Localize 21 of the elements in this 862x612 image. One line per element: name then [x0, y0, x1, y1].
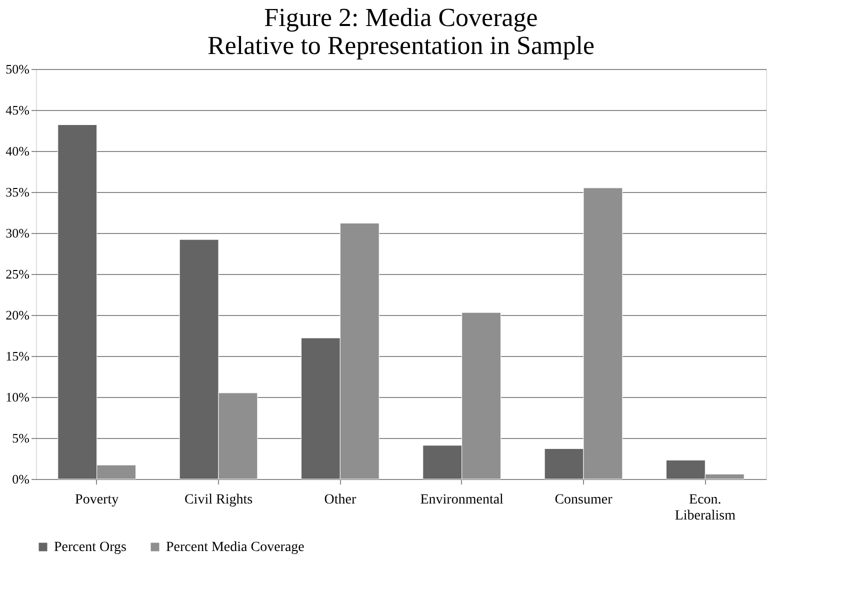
y-tick-label: 50%: [6, 62, 30, 76]
y-tick-label: 10%: [6, 390, 30, 404]
x-tick-label: Other: [324, 492, 356, 508]
x-tick-label: Consumer: [554, 492, 613, 508]
y-tick-label: 5%: [12, 430, 30, 446]
text: Figure 2: Media Coverage: [264, 3, 538, 32]
legend-label: Percent Orgs: [54, 540, 126, 555]
x-tick-label: Poverty: [75, 492, 119, 508]
y-tick-label: 40%: [6, 144, 30, 158]
y-tick-label: 15%: [6, 348, 30, 364]
legend-label: Percent Media Coverage: [166, 540, 304, 555]
y-tick-label: 20%: [6, 308, 30, 322]
y-tick-label: 35%: [6, 184, 30, 200]
y-tick-label: 30%: [6, 226, 30, 240]
x-tick-label: Environmental: [420, 492, 504, 508]
x-tick-label: Econ. Liberalism: [674, 492, 736, 524]
text: Relative to Representation in Sample: [207, 31, 595, 60]
y-tick-label: 45%: [6, 102, 30, 118]
x-tick-label: Civil Rights: [184, 492, 253, 508]
y-tick-label: 0%: [12, 472, 30, 486]
y-tick-label: 25%: [6, 266, 30, 282]
